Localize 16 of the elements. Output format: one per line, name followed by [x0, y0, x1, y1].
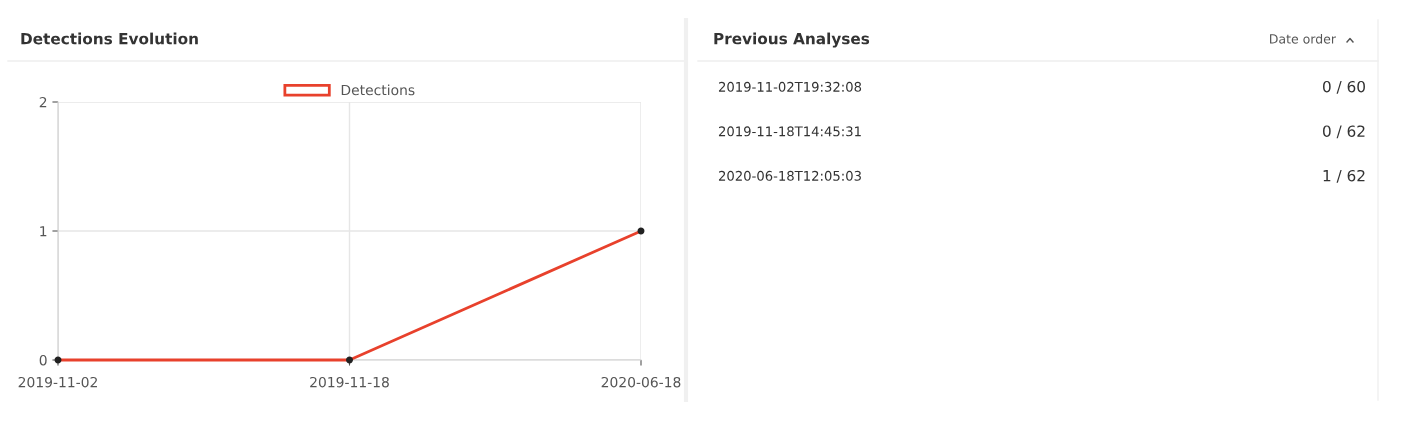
y-tick-label: 2: [39, 96, 47, 108]
text: 0 / 62: [1322, 125, 1365, 139]
y-tick-label: 0: [39, 354, 47, 366]
x-tick-label: 2020-06-18: [601, 376, 681, 388]
chart-title: Detections Evolution: [21, 32, 198, 45]
text: 2020-06-18T12:05:03: [718, 170, 861, 181]
x-tick-label: 2019-11-18: [310, 376, 389, 388]
text: 2019-11-18T14:45:31: [718, 126, 861, 137]
x-tick-label: 2019-11-02: [18, 376, 97, 388]
legend-label: Detections: [341, 84, 415, 96]
y-tick-label: 1: [40, 226, 47, 237]
text: 2019-11-02T19:32:08: [718, 81, 862, 92]
text: 0 / 60: [1322, 80, 1365, 94]
text: Previous Analyses: [714, 32, 870, 48]
text: Date order: [1270, 33, 1336, 44]
text: 1 / 62: [1323, 169, 1365, 183]
